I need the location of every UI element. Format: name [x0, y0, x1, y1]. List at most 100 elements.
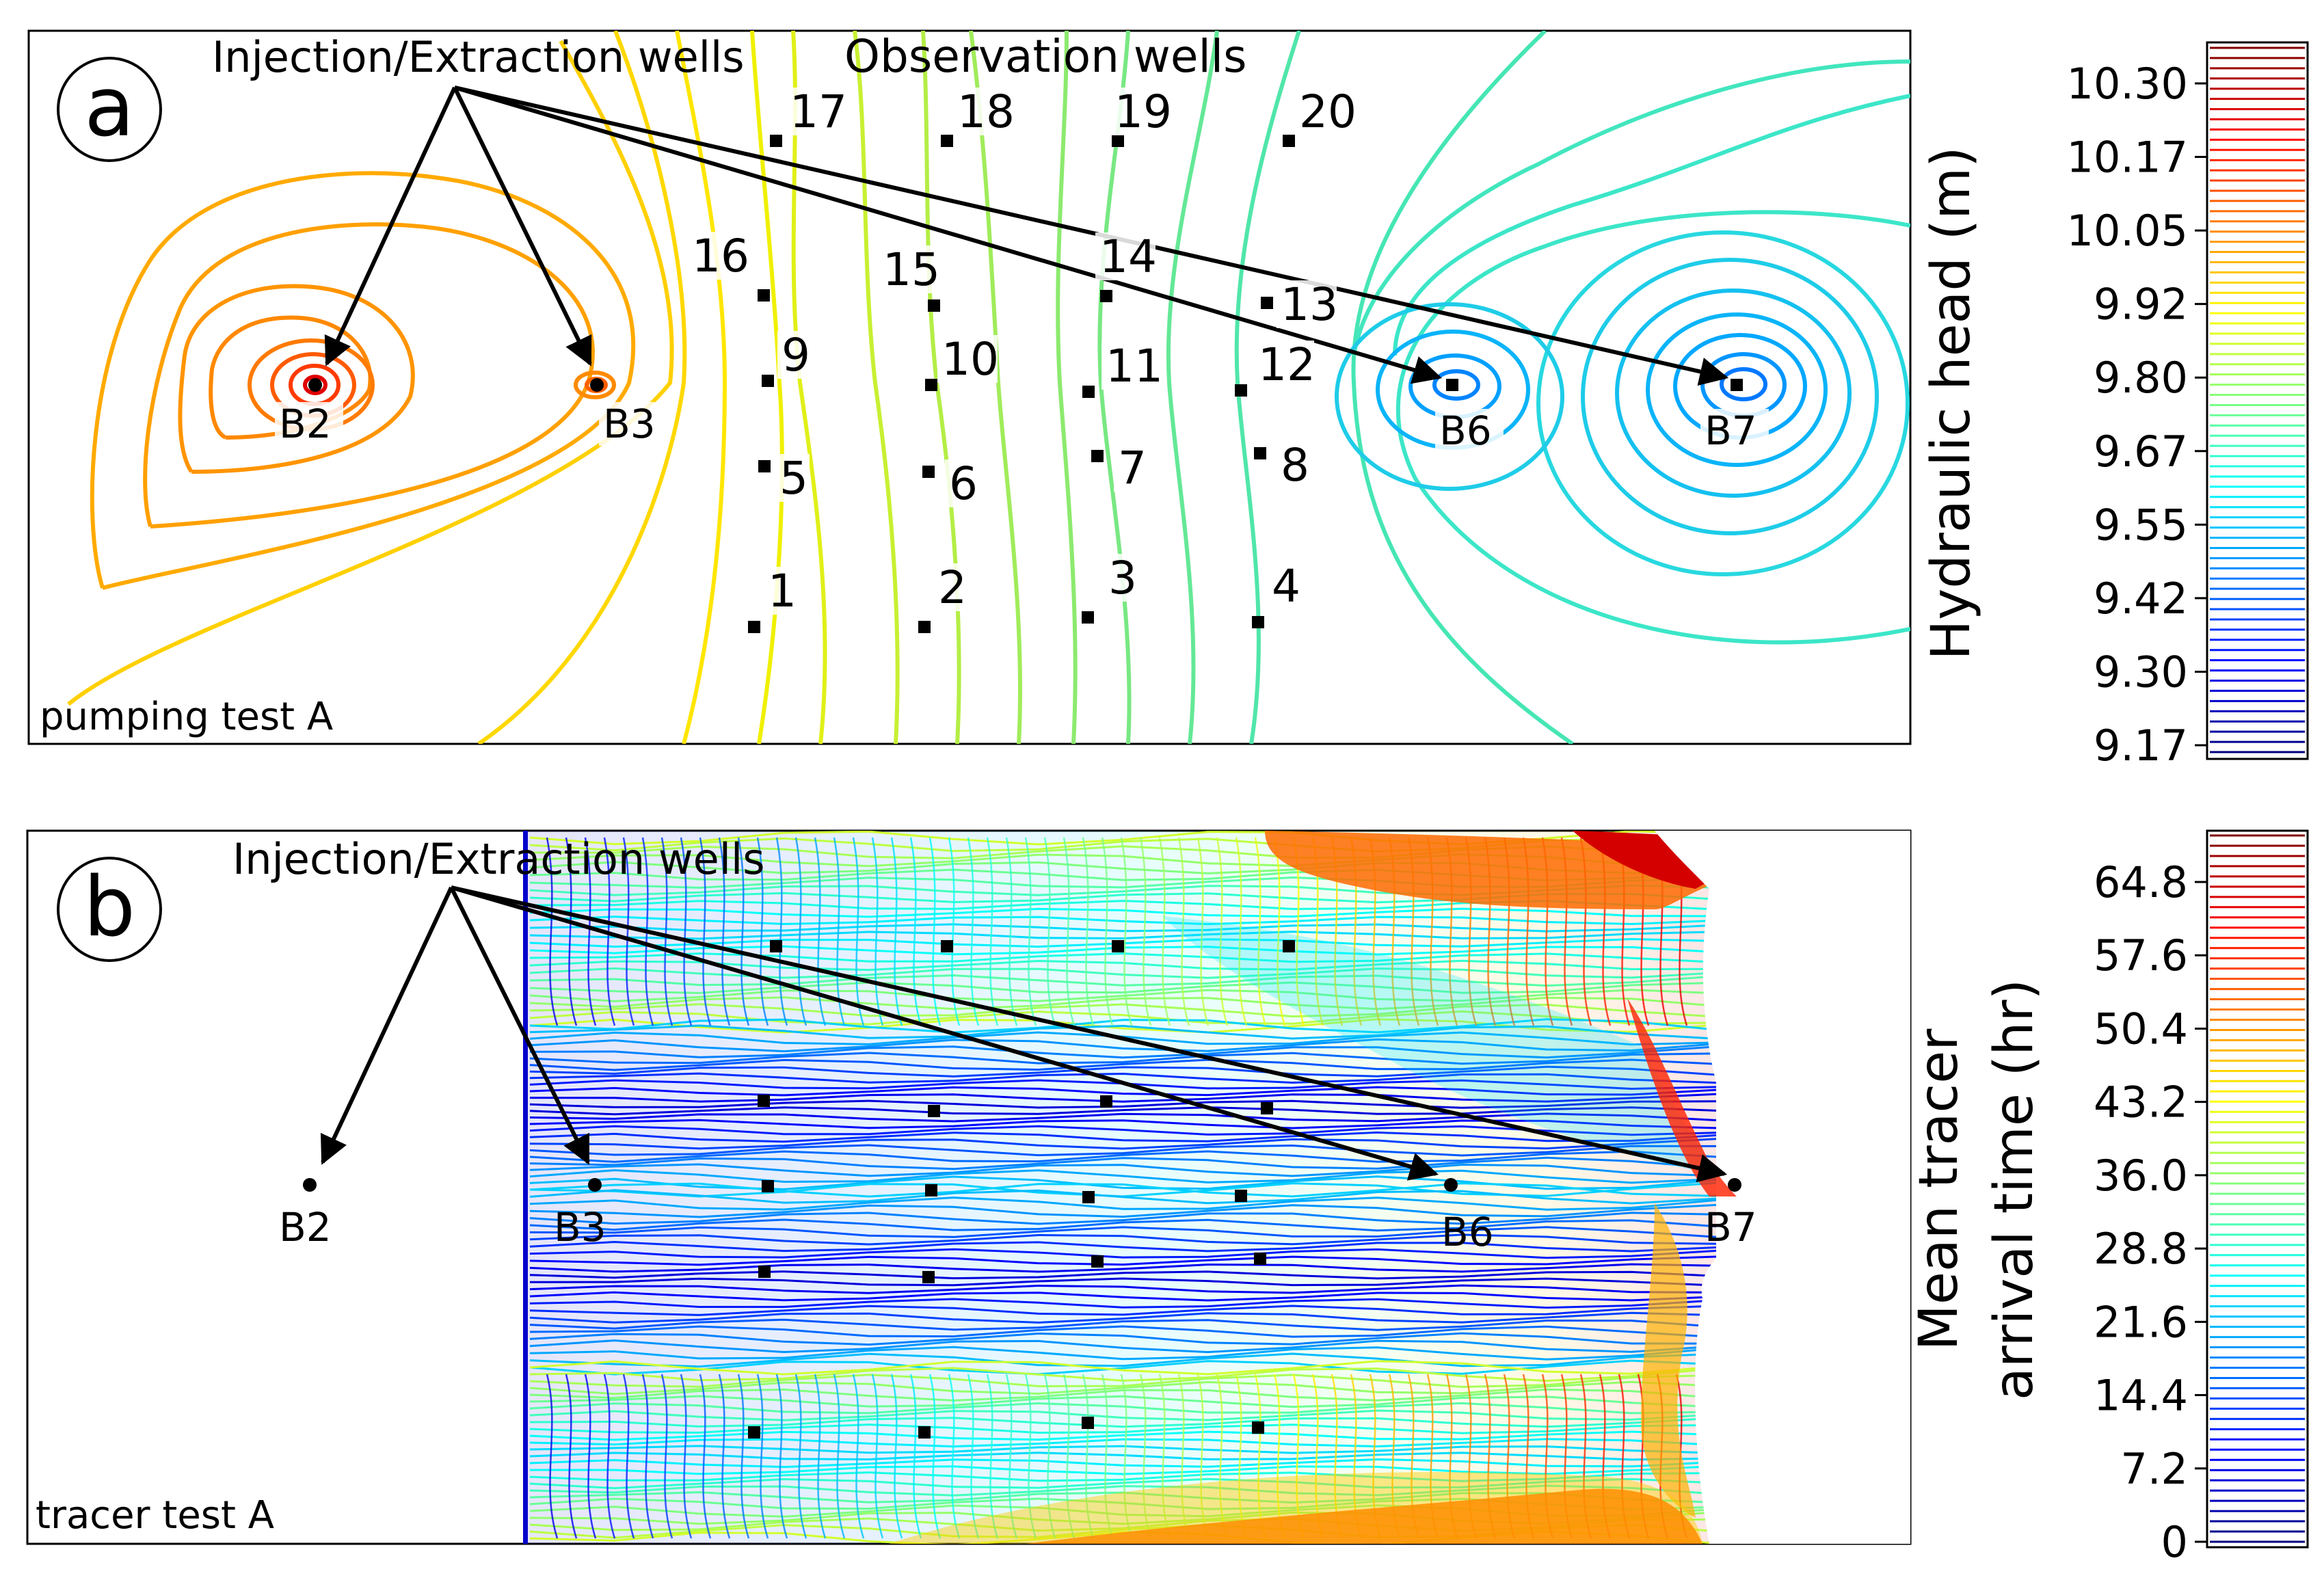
tracer-contour-line — [529, 1491, 1717, 1504]
tracer-contour-line — [529, 1058, 1717, 1071]
observation-well-11-label: 11 — [1106, 340, 1163, 392]
observation-well-18-label: 18 — [957, 85, 1015, 138]
panel-a-letter: a — [84, 60, 135, 155]
tracer-contour-line — [529, 1086, 1717, 1097]
tracer-contour-line — [814, 1374, 827, 1539]
tracer-contour-line — [1063, 1374, 1076, 1539]
tracer-contour-line — [584, 1374, 597, 1539]
tracer-contour-line — [529, 1305, 1717, 1316]
tracer-observation-well-12-marker — [1235, 1190, 1247, 1202]
observation-well-5-label: 5 — [779, 452, 808, 505]
panel-a-wells: B2 B3 B6 B7 — [275, 378, 1769, 454]
tracer-contour-line — [529, 1024, 1717, 1040]
tracer-contour-line — [1235, 837, 1248, 1026]
tracer-contour-line — [1139, 1374, 1152, 1539]
tracer-contour-line — [529, 1277, 1717, 1287]
tracer-observation-well-3-marker — [1082, 1417, 1094, 1429]
tracer-contour-line — [529, 1318, 1717, 1331]
tracer-observation-well-10-marker — [925, 1184, 937, 1196]
observation-well-7-label: 7 — [1118, 442, 1147, 494]
tracer-contour-line — [1273, 837, 1286, 1026]
colorbar-tick-label: 28.8 — [2094, 1224, 2188, 1274]
panel-b-injection-extraction-label: Injection/Extraction wells — [232, 834, 765, 884]
colorbar-tick-label: 9.30 — [2094, 647, 2188, 697]
observation-well-10-label: 10 — [941, 333, 999, 386]
well-B6-label: B6 — [1439, 407, 1492, 454]
tracer-contour-line — [1254, 1374, 1267, 1539]
tracer-contour-line — [1024, 837, 1037, 1026]
tracer-contour-line — [718, 1374, 731, 1539]
observation-well-15-label: 15 — [883, 243, 940, 296]
tracer-well-B6-label: B6 — [1441, 1209, 1494, 1255]
tracer-contour-line — [529, 1072, 1717, 1084]
tracer-contour-line — [530, 1465, 1717, 1475]
tracer-contour-line — [529, 1458, 1717, 1469]
tracer-well-B3-marker — [588, 1178, 602, 1192]
tracer-well-B7-marker — [1728, 1178, 1741, 1192]
tracer-contour-line — [529, 1226, 1717, 1238]
tracer-contour-line — [529, 1388, 1717, 1402]
tracer-contour-line — [529, 1240, 1717, 1253]
tracer-observation-well-1-marker — [748, 1426, 760, 1439]
tracer-contour-line — [603, 837, 616, 1026]
colorbar-a-ticks: 10.30 10.17 10.05 9.92 9.80 9.67 9.55 9.42 9.30 9… — [2067, 59, 2207, 771]
tracer-observation-well-8-marker — [1254, 1253, 1266, 1265]
colorbar-a-label: Hydraulic head (m) — [1921, 146, 1982, 660]
tracer-contour-line — [529, 1471, 1717, 1482]
tracer-contour-line — [529, 1150, 1717, 1163]
tracer-contour-line — [529, 1106, 1717, 1116]
panel-a-arrows — [324, 85, 1729, 386]
tracer-contour-line — [1120, 837, 1133, 1026]
colorbar-tick-label: 9.17 — [2094, 721, 2188, 771]
well-B6-marker — [1446, 379, 1458, 391]
tracer-contour-line — [1043, 1374, 1056, 1539]
tracer-contour-line — [529, 1452, 1717, 1461]
tracer-contour-line — [529, 1352, 1717, 1368]
colorbar-tick-label: 0 — [2161, 1517, 2188, 1567]
colorbar-b-label-line2: arrival time (hr) — [1984, 979, 2045, 1400]
tracer-contour-line — [529, 981, 1717, 994]
well-B7-marker — [1731, 379, 1743, 391]
tracer-observation-well-17-marker — [770, 940, 782, 952]
colorbar-tick-label: 64.8 — [2094, 857, 2188, 907]
tracer-contour-line — [529, 1218, 1717, 1232]
panel-b-wells: B2 B3 B6 B7 — [279, 1178, 1757, 1255]
panel-a-frame — [27, 29, 1912, 745]
tracer-contour-line — [565, 1374, 578, 1539]
colorbar-b: 64.8 57.6 50.4 43.2 36.0 28.8 21.6 14.4 7.2 0 Mea… — [1908, 829, 2309, 1567]
tracer-contour-line — [1177, 1374, 1190, 1539]
tracer-contour-line — [1235, 1374, 1248, 1539]
tracer-contour-line — [529, 996, 1717, 1011]
tracer-contour-line — [529, 1346, 1717, 1361]
colorbar-tick-label: 43.2 — [2094, 1078, 2188, 1127]
tracer-well-B7-label: B7 — [1705, 1204, 1757, 1251]
tracer-contour-line — [529, 1445, 1717, 1454]
tracer-contour-line — [546, 837, 559, 1026]
tracer-contour-line — [1158, 837, 1171, 1026]
colorbar-tick-label: 9.42 — [2094, 574, 2188, 624]
tracer-contour-line — [833, 1374, 846, 1539]
tracer-contour-line — [529, 1395, 1717, 1408]
observation-well-20-label: 20 — [1299, 85, 1357, 138]
observation-well-9-marker — [762, 375, 774, 387]
colorbar-tick-label: 10.30 — [2067, 59, 2189, 109]
panel-a-observation-label: Observation wells — [844, 30, 1247, 83]
tracer-contour-line — [756, 837, 769, 1026]
tracer-contour-line — [756, 1374, 769, 1539]
panel-a: a Injection/Extraction wells Observation… — [27, 29, 1912, 745]
tracer-contour-line — [529, 1255, 1717, 1266]
tracer-contour-line — [833, 837, 846, 1026]
tracer-contour-line — [529, 1119, 1717, 1129]
tracer-contour-line — [529, 1138, 1717, 1150]
tracer-contour-line — [584, 837, 597, 1026]
tracer-contour-line — [529, 1065, 1717, 1078]
tracer-contour-line — [529, 1203, 1717, 1218]
tracer-contour-line — [529, 1332, 1717, 1346]
panel-b: b Injection/Extraction wells tracer test… — [26, 829, 1912, 1545]
tracer-observation-well-7-marker — [1091, 1255, 1104, 1268]
observation-well-13-label: 13 — [1281, 278, 1338, 331]
arrival-time-contours — [523, 831, 1910, 1544]
observation-well-12-marker — [1235, 384, 1247, 397]
tracer-contour-line — [603, 1374, 616, 1539]
tracer-contour-line — [529, 1298, 1717, 1309]
